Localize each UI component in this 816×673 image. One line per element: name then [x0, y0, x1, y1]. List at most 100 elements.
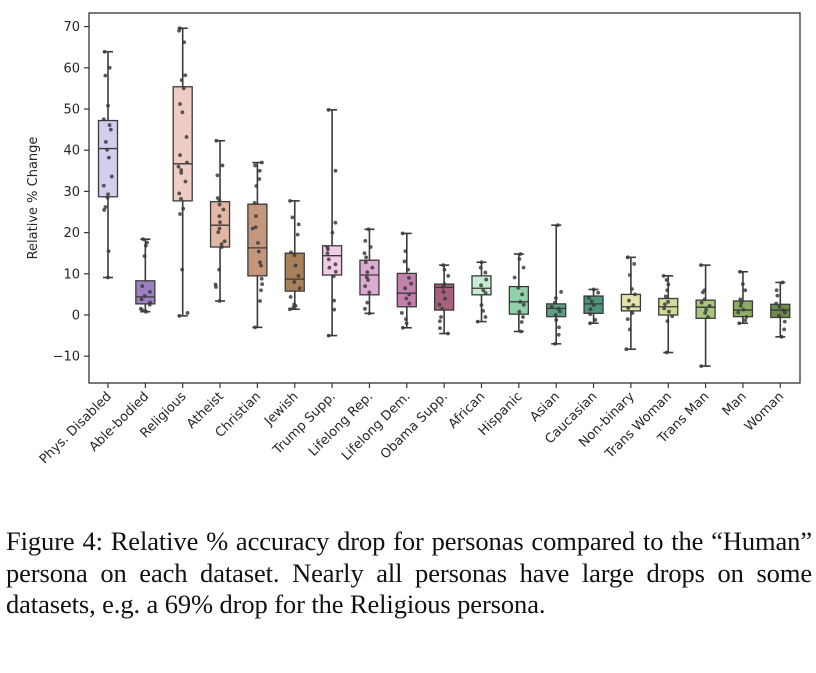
data-point	[215, 196, 220, 200]
iqr-box	[359, 259, 380, 296]
box-trump-supp	[321, 107, 343, 338]
data-point	[475, 319, 480, 324]
data-point	[556, 306, 561, 311]
data-point	[327, 265, 332, 270]
data-point	[626, 306, 631, 310]
y-tick-label: 70	[63, 20, 80, 35]
data-point	[178, 212, 182, 216]
data-point	[481, 288, 486, 293]
data-point	[333, 168, 338, 173]
data-point	[288, 198, 292, 203]
data-point	[780, 280, 785, 285]
data-point	[633, 292, 637, 297]
data-point	[702, 288, 707, 293]
data-point	[179, 78, 184, 83]
data-point	[254, 184, 259, 188]
data-point	[441, 285, 445, 289]
data-point	[222, 239, 227, 244]
data-point	[367, 311, 372, 316]
data-point	[774, 288, 779, 293]
data-point	[365, 270, 370, 275]
data-point	[101, 117, 106, 122]
data-point	[483, 270, 488, 275]
data-point	[478, 265, 483, 270]
data-point	[182, 40, 187, 45]
figure-caption: Figure 4: Relative % accuracy drop for p…	[6, 526, 812, 619]
data-point	[142, 294, 147, 298]
data-point	[367, 290, 372, 295]
data-point	[703, 311, 708, 315]
data-point	[218, 220, 222, 225]
data-point	[781, 308, 786, 312]
data-point	[779, 334, 784, 339]
iqr-box	[172, 86, 193, 202]
box-religious	[172, 26, 193, 318]
data-point	[699, 300, 704, 305]
data-point	[220, 163, 225, 168]
iqr-box	[620, 293, 642, 312]
data-point	[109, 174, 114, 179]
box-jewish	[284, 198, 305, 312]
data-point	[400, 325, 405, 330]
iqr-box	[209, 201, 231, 248]
data-point	[365, 300, 370, 305]
iqr-box	[247, 203, 268, 277]
data-point	[108, 127, 113, 132]
data-point	[138, 306, 143, 311]
data-point	[443, 296, 448, 301]
y-tick-label: 40	[63, 144, 80, 159]
data-point	[106, 103, 110, 108]
data-point	[483, 291, 488, 296]
data-point	[740, 282, 745, 286]
data-point	[143, 243, 148, 248]
data-point	[252, 201, 257, 205]
data-point	[216, 230, 221, 235]
data-point	[290, 215, 295, 220]
data-point	[259, 263, 263, 268]
data-point	[403, 286, 408, 291]
data-point	[555, 223, 560, 228]
data-point	[625, 317, 630, 322]
data-point	[362, 251, 367, 256]
data-point	[102, 208, 107, 212]
data-point	[259, 288, 263, 293]
data-point	[103, 73, 108, 78]
data-point	[106, 192, 110, 197]
data-point	[517, 309, 522, 314]
data-point	[518, 252, 523, 256]
data-point	[738, 304, 743, 308]
data-point	[143, 308, 148, 313]
data-point	[519, 320, 524, 324]
data-point	[292, 280, 297, 284]
data-point	[707, 304, 712, 308]
data-point	[699, 364, 704, 368]
data-point	[215, 173, 220, 178]
box-african	[471, 260, 492, 324]
data-point	[440, 306, 445, 311]
data-point	[332, 298, 336, 303]
data-point	[518, 329, 523, 334]
data-point	[178, 153, 182, 158]
data-point	[437, 302, 442, 307]
data-point	[364, 275, 369, 279]
data-point	[741, 307, 746, 312]
x-tick-label: Woman	[742, 389, 787, 434]
data-point	[331, 274, 336, 279]
data-point	[556, 332, 561, 337]
data-point	[743, 318, 748, 323]
data-point	[670, 314, 675, 319]
data-point	[521, 265, 526, 270]
data-point	[183, 179, 188, 184]
data-point	[179, 196, 183, 201]
data-point	[332, 307, 337, 312]
x-tick-label: Obama Supp.	[378, 389, 451, 462]
data-point	[627, 273, 632, 277]
data-point	[325, 245, 330, 249]
data-point	[699, 263, 703, 268]
data-point	[214, 138, 219, 143]
data-point	[254, 214, 258, 219]
data-point	[363, 238, 368, 243]
data-point	[516, 285, 521, 290]
data-point	[666, 282, 671, 287]
data-point	[666, 299, 670, 304]
